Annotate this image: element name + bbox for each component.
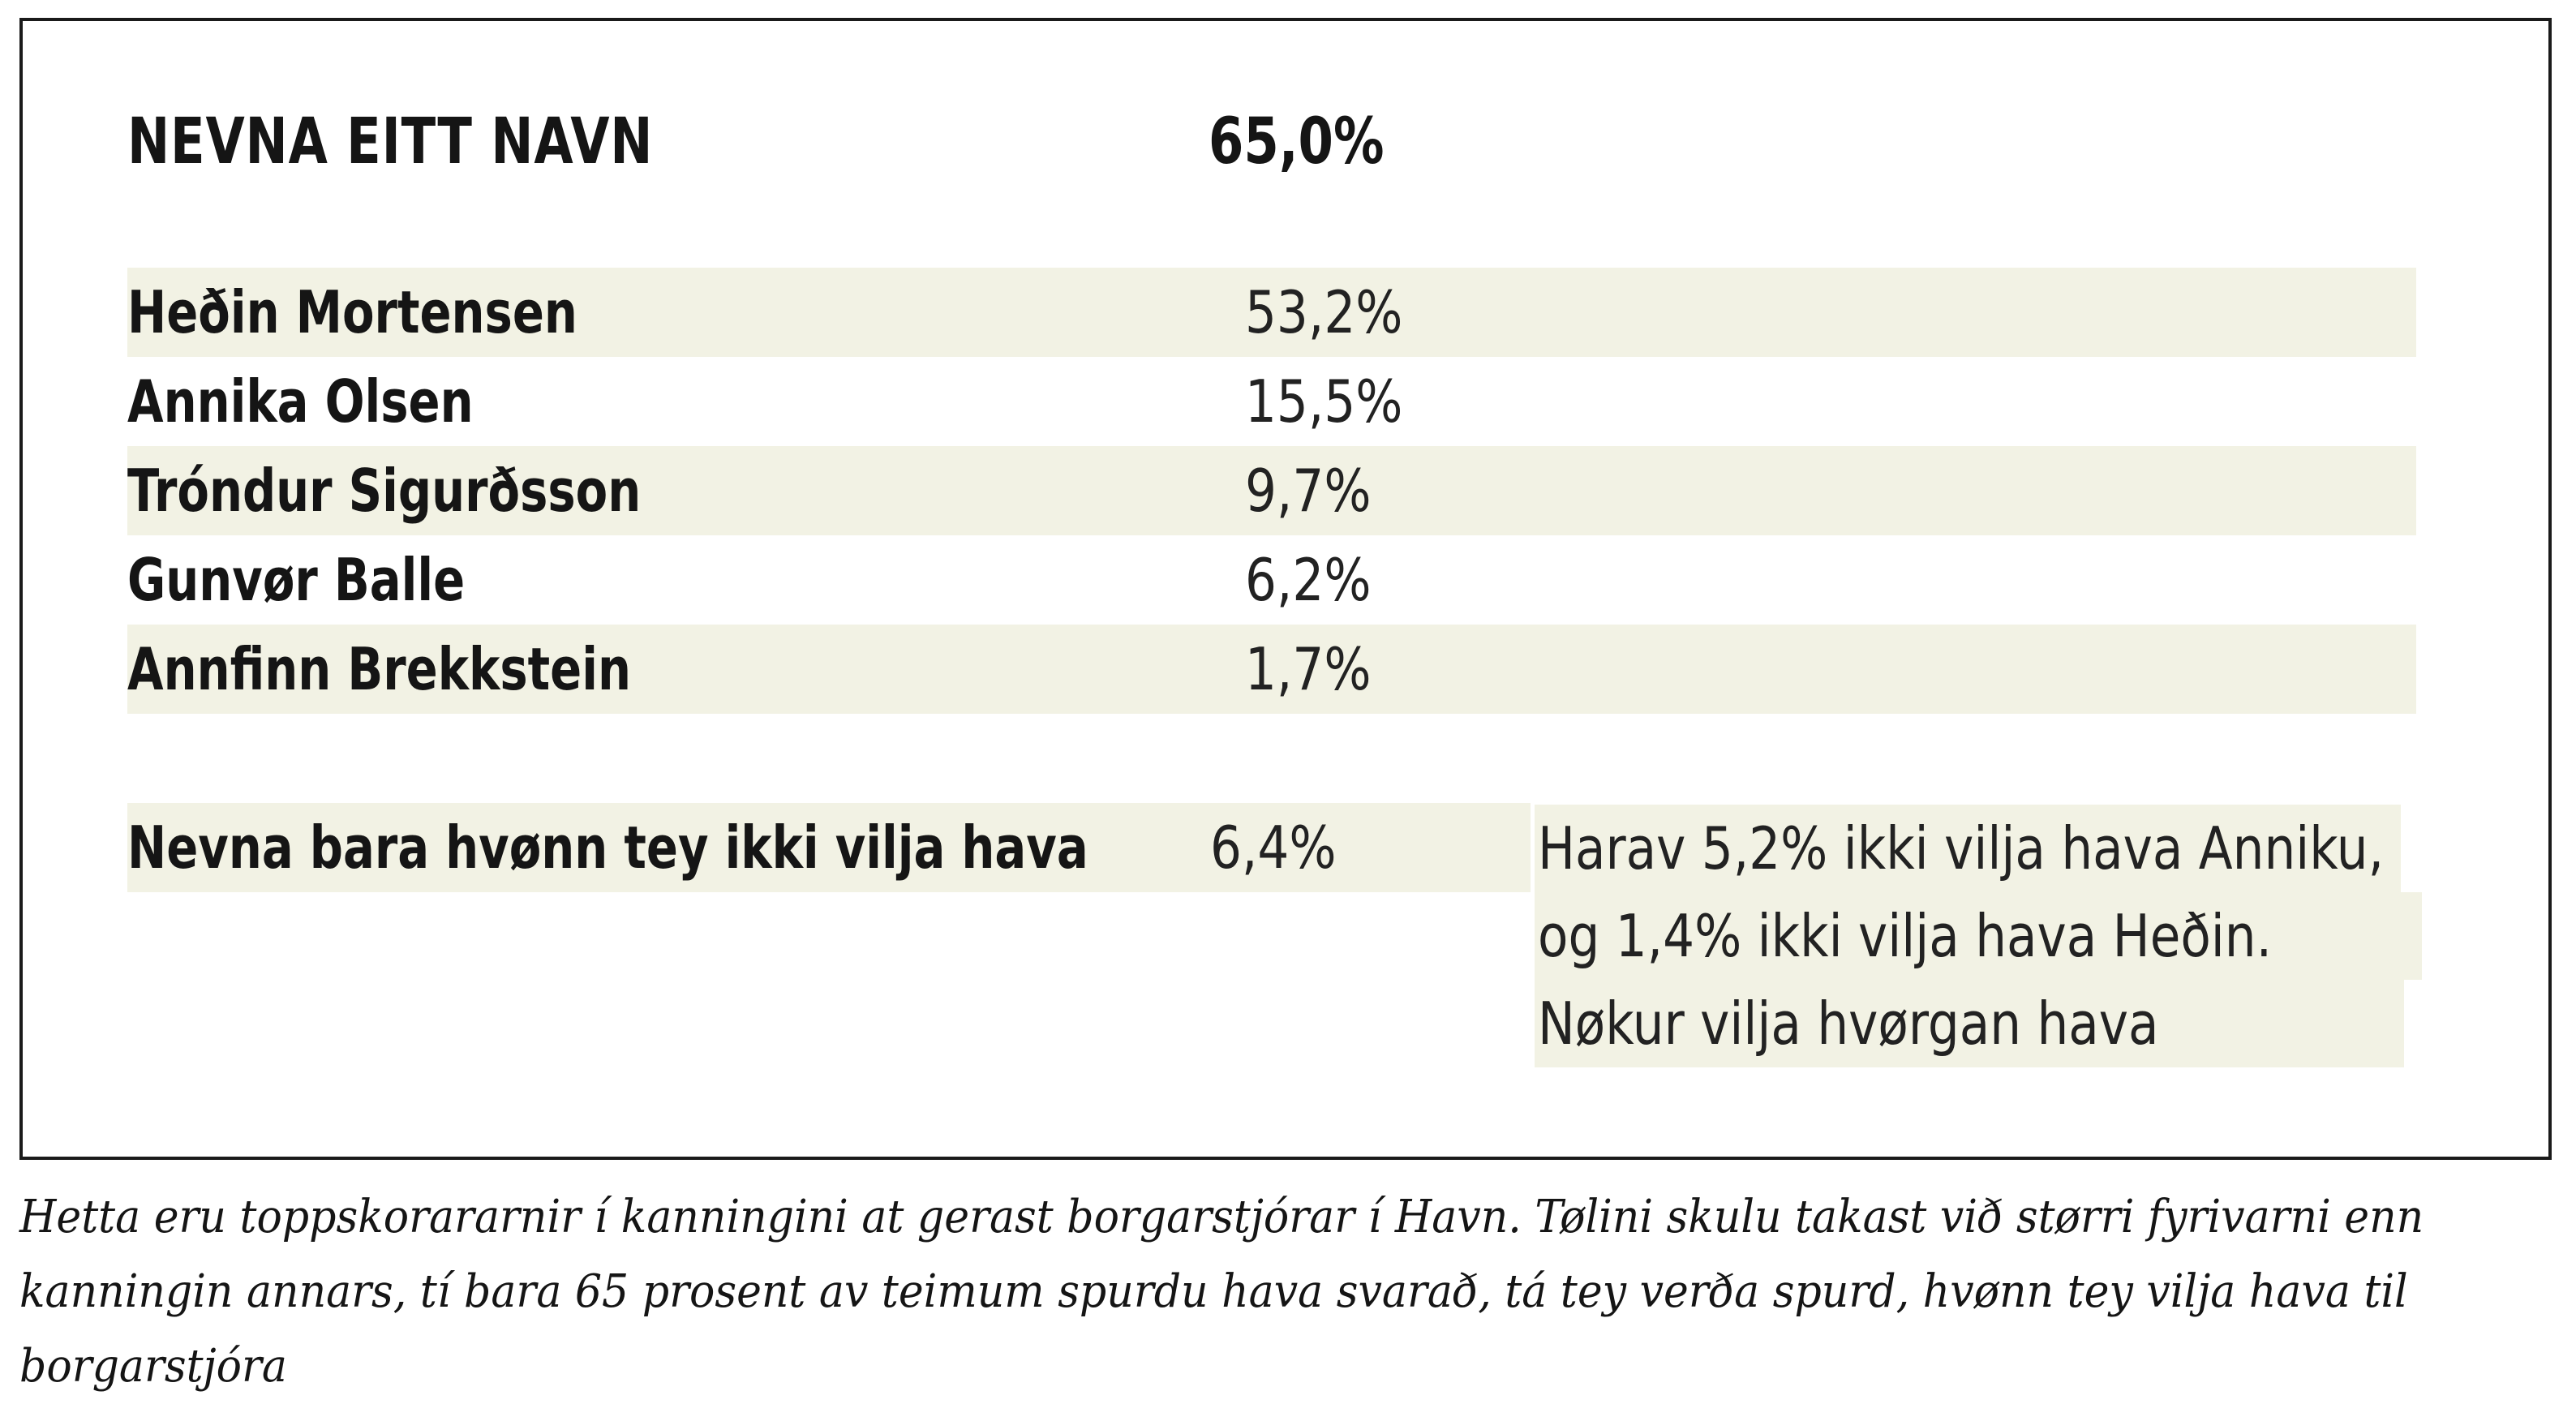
heading-label: NEVNA EITT NAVN <box>127 105 654 178</box>
candidate-row: Annika Olsen 15,5% <box>127 357 2416 446</box>
negative-mention-label: Nevna bara hvønn tey ikki vilja hava <box>127 814 1088 882</box>
candidate-percentage: 1,7% <box>1245 635 1372 703</box>
caption-line: Hetta eru toppskorararnir í kanningini a… <box>19 1191 2424 1243</box>
candidate-row: Annfinn Brekkstein 1,7% <box>127 625 2416 714</box>
negative-mention-value: 6,4% <box>1210 814 1337 882</box>
negative-note-line: og 1,4% ikki vilja hava Heðin. <box>1535 892 2422 980</box>
negative-note-line: Nøkur vilja hvørgan hava <box>1535 980 2404 1067</box>
candidate-name: Tróndur Sigurðsson <box>127 457 642 525</box>
candidate-percentage: 6,2% <box>1245 546 1372 614</box>
caption-line: kanningin annars, tí bara 65 prosent av … <box>19 1265 2408 1318</box>
candidate-percentage: 53,2% <box>1245 278 1403 346</box>
candidate-percentage: 9,7% <box>1245 457 1372 525</box>
caption-line: borgarstjóra <box>19 1340 287 1393</box>
candidate-percentage: 15,5% <box>1245 367 1403 436</box>
candidate-row: Heðin Mortensen 53,2% <box>127 268 2416 357</box>
table-heading: NEVNA EITT NAVN <box>127 97 784 187</box>
caption: Hetta eru toppskorararnir í kanningini a… <box>19 1180 2558 1404</box>
candidate-row: Tróndur Sigurðsson 9,7% <box>127 446 2416 535</box>
candidate-row: Gunvør Balle 6,2% <box>127 535 2416 625</box>
candidate-name: Annfinn Brekkstein <box>127 635 631 703</box>
candidate-name: Heðin Mortensen <box>127 278 577 346</box>
negative-note-line: Harav 5,2% ikki vilja hava Anniku, <box>1535 805 2401 892</box>
candidate-name: Gunvør Balle <box>127 546 466 614</box>
heading-value: 65,0% <box>1209 105 1385 178</box>
negative-mention-row: Nevna bara hvønn tey ikki vilja hava 6,4… <box>127 803 1531 892</box>
candidate-name: Annika Olsen <box>127 367 474 436</box>
